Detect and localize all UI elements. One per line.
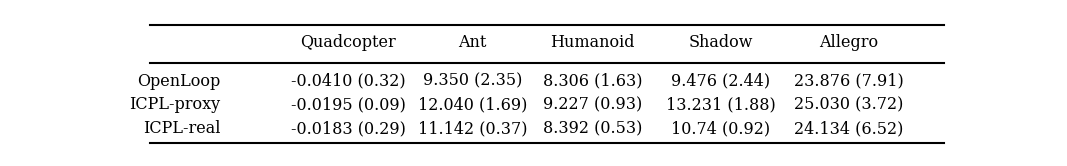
Text: ICPL-real: ICPL-real bbox=[143, 120, 220, 137]
Text: Ant: Ant bbox=[458, 34, 487, 51]
Text: 23.876 (7.91): 23.876 (7.91) bbox=[794, 73, 904, 90]
Text: 8.392 (0.53): 8.392 (0.53) bbox=[543, 120, 642, 137]
Text: 8.306 (1.63): 8.306 (1.63) bbox=[542, 73, 642, 90]
Text: Shadow: Shadow bbox=[688, 34, 752, 51]
Text: -0.0410 (0.32): -0.0410 (0.32) bbox=[291, 73, 405, 90]
Text: 24.134 (6.52): 24.134 (6.52) bbox=[794, 120, 904, 137]
Text: 9.227 (0.93): 9.227 (0.93) bbox=[543, 96, 642, 113]
Text: 9.350 (2.35): 9.350 (2.35) bbox=[423, 73, 522, 90]
Text: 25.030 (3.72): 25.030 (3.72) bbox=[794, 96, 904, 113]
Text: 9.476 (2.44): 9.476 (2.44) bbox=[671, 73, 770, 90]
Text: -0.0195 (0.09): -0.0195 (0.09) bbox=[291, 96, 405, 113]
Text: -0.0183 (0.29): -0.0183 (0.29) bbox=[291, 120, 405, 137]
Text: 11.142 (0.37): 11.142 (0.37) bbox=[417, 120, 527, 137]
Text: Quadcopter: Quadcopter bbox=[301, 34, 396, 51]
Text: Allegro: Allegro bbox=[819, 34, 878, 51]
Text: 13.231 (1.88): 13.231 (1.88) bbox=[666, 96, 776, 113]
Text: Humanoid: Humanoid bbox=[551, 34, 635, 51]
Text: 12.040 (1.69): 12.040 (1.69) bbox=[417, 96, 527, 113]
Text: ICPL-proxy: ICPL-proxy bbox=[129, 96, 220, 113]
Text: 10.74 (0.92): 10.74 (0.92) bbox=[671, 120, 770, 137]
Text: OpenLoop: OpenLoop bbox=[137, 73, 220, 90]
